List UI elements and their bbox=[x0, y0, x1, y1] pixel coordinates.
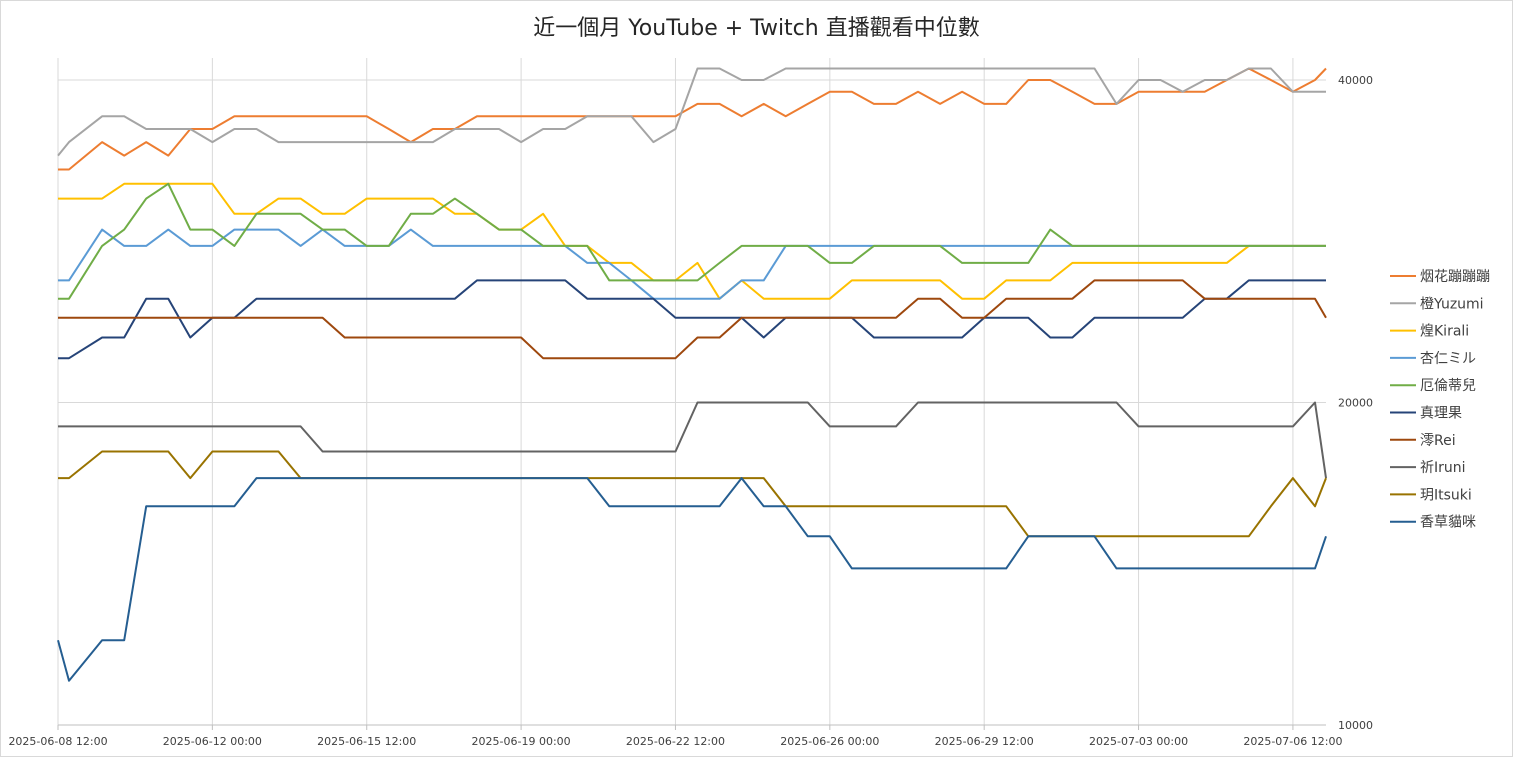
legend-label: 橙Yuzumi bbox=[1420, 296, 1484, 312]
legend-label: 杏仁ミル bbox=[1420, 351, 1476, 367]
grid-lines bbox=[57, 58, 1326, 726]
series-line bbox=[57, 477, 1327, 682]
legend-label: 厄倫蒂兒 bbox=[1420, 378, 1476, 394]
x-tick-label: 2025-06-08 12:00 bbox=[8, 735, 107, 748]
y-tick-label: 10000 bbox=[1338, 719, 1373, 732]
legend-label: 煌Kirali bbox=[1420, 324, 1469, 340]
x-tick-label: 2025-06-22 12:00 bbox=[626, 735, 725, 748]
series-line bbox=[58, 401, 1327, 479]
legend-label: 烟花蹦蹦蹦 bbox=[1420, 269, 1490, 285]
x-tick-label: 2025-06-15 12:00 bbox=[317, 735, 416, 748]
series-line bbox=[58, 182, 1326, 300]
y-tick-label: 40000 bbox=[1338, 74, 1373, 87]
series-line bbox=[58, 279, 1327, 360]
legend-label: 香草貓咪 bbox=[1420, 515, 1476, 531]
series-line bbox=[57, 67, 1326, 157]
x-tick-label: 2025-06-29 12:00 bbox=[935, 735, 1034, 748]
series-line bbox=[58, 67, 1327, 171]
x-tick-label: 2025-06-26 00:00 bbox=[780, 735, 879, 748]
y-tick-label: 20000 bbox=[1338, 397, 1373, 410]
legend-label: 澪Rei bbox=[1420, 433, 1456, 449]
legend-label: 玥Itsuki bbox=[1420, 487, 1472, 503]
x-tick-label: 2025-06-19 00:00 bbox=[472, 735, 571, 748]
series-line bbox=[58, 279, 1326, 360]
x-axis-tick-labels: 2025-06-08 12:00 2025-06-12 00:00 2025-06-… bbox=[8, 735, 1342, 748]
x-tick-label: 2025-06-12 00:00 bbox=[163, 735, 262, 748]
plot-area bbox=[57, 67, 1327, 682]
legend-label: 祈Iruni bbox=[1420, 460, 1466, 476]
y-axis-tick-labels: 10000 20000 40000 bbox=[1338, 74, 1373, 732]
axes bbox=[57, 724, 1326, 730]
series-line bbox=[58, 450, 1327, 538]
series-line bbox=[58, 182, 1326, 300]
chart-title: 近一個月 YouTube + Twitch 直播觀看中位數 bbox=[533, 16, 980, 41]
legend-label: 真理果 bbox=[1420, 406, 1462, 422]
x-tick-label: 2025-07-03 00:00 bbox=[1089, 735, 1188, 748]
series-line bbox=[58, 228, 1326, 300]
x-tick-label: 2025-07-06 12:00 bbox=[1243, 735, 1342, 748]
